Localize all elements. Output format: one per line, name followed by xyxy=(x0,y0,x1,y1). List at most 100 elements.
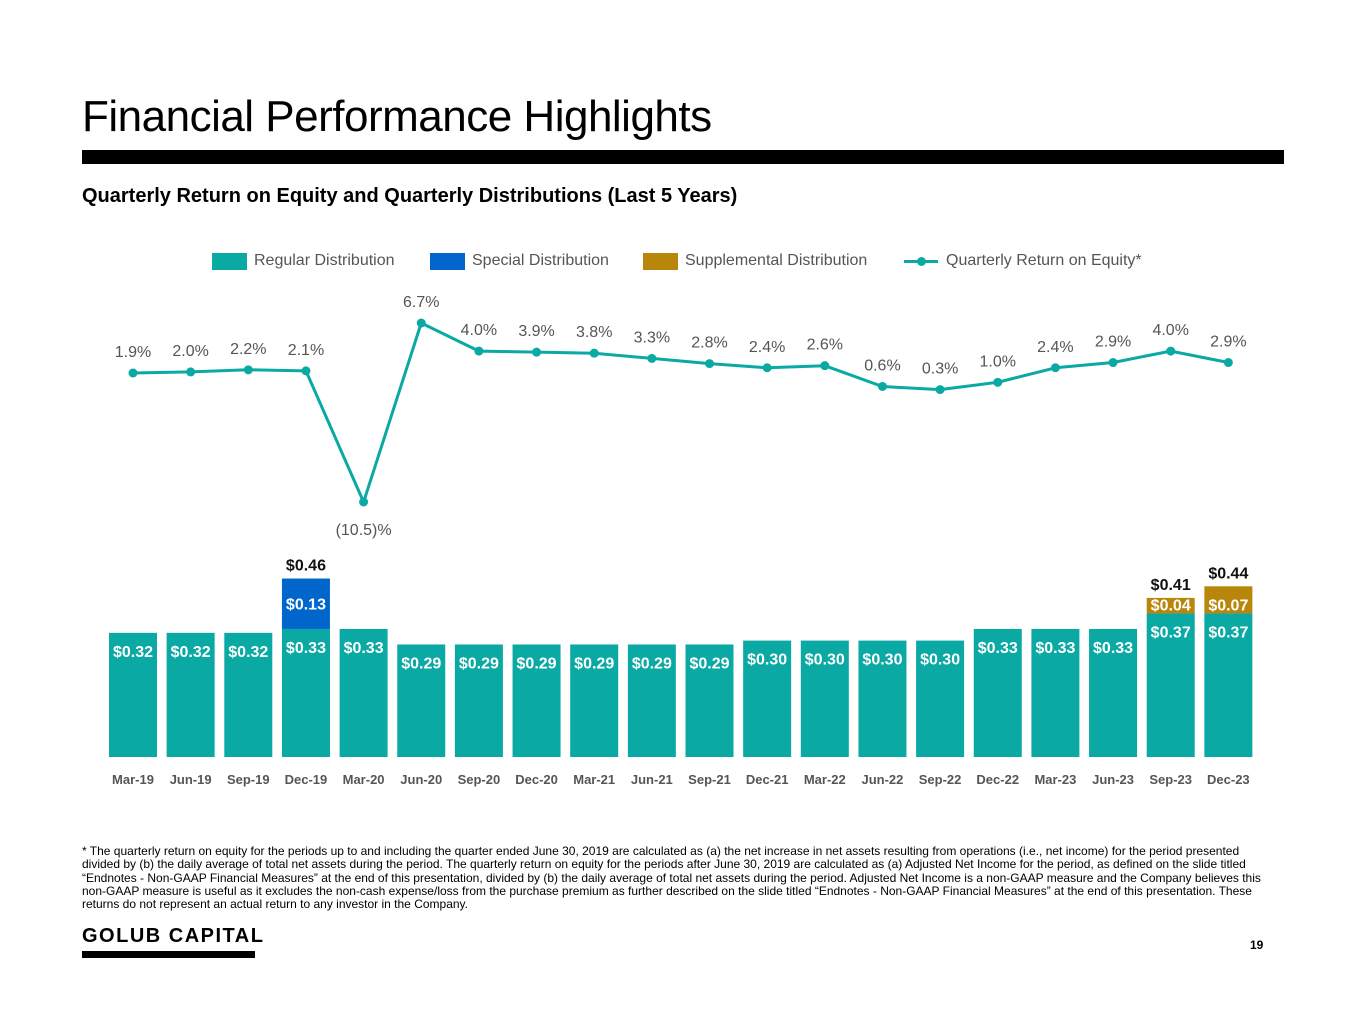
bar-regular-Jun-22 xyxy=(858,640,907,757)
roe-label-Mar-21: 3.8% xyxy=(576,324,612,341)
x-tick-Mar-21: Mar-21 xyxy=(573,772,615,787)
roe-point-Sep-23 xyxy=(1166,346,1176,356)
legend-item-regular: Regular Distribution xyxy=(212,250,395,272)
roe-point-Dec-22 xyxy=(993,377,1003,387)
bar-special-Dec-19 xyxy=(281,578,330,629)
bar-label-regular-Jun-21: $0.29 xyxy=(632,655,672,672)
bar-label-regular-Sep-21: $0.29 xyxy=(689,655,729,672)
roe-point-Sep-22 xyxy=(935,385,945,395)
roe-label-Dec-19: 2.1% xyxy=(288,342,324,359)
bar-total-Dec-19: $0.46 xyxy=(286,558,326,575)
bar-label-regular-Mar-22: $0.30 xyxy=(805,652,845,669)
roe-point-Jun-22 xyxy=(877,381,887,391)
legend-item-supplemental: Supplemental Distribution xyxy=(643,250,867,272)
bar-label-regular-Sep-22: $0.30 xyxy=(920,652,960,669)
roe-label-Jun-19: 2.0% xyxy=(172,343,208,360)
bar-supplemental-Sep-23 xyxy=(1146,597,1195,614)
bar-regular-Jun-23 xyxy=(1089,628,1138,757)
x-tick-Sep-23: Sep-23 xyxy=(1149,772,1192,787)
bar-regular-Dec-19 xyxy=(281,628,330,757)
bar-regular-Dec-23 xyxy=(1204,613,1253,757)
footnote: * The quarterly return on equity for the… xyxy=(82,844,1261,912)
roe-point-Jun-21 xyxy=(647,353,657,363)
bar-label-supplemental-Dec-23: $0.07 xyxy=(1208,597,1248,614)
bar-label-regular-Dec-20: $0.29 xyxy=(517,655,557,672)
roe-point-Mar-20 xyxy=(359,497,369,507)
roe-point-Dec-21 xyxy=(762,363,772,373)
bar-label-regular-Mar-19: $0.32 xyxy=(113,644,153,661)
roe-point-Dec-19 xyxy=(301,366,311,376)
roe-label-Dec-20: 3.9% xyxy=(518,323,554,340)
roe-label-Mar-22: 2.6% xyxy=(807,337,843,354)
bar-label-regular-Jun-22: $0.30 xyxy=(862,652,902,669)
roe-label-Sep-23: 4.0% xyxy=(1152,322,1188,339)
roe-label-Sep-19: 2.2% xyxy=(230,341,266,358)
bar-regular-Mar-20 xyxy=(339,628,388,757)
bar-label-regular-Jun-20: $0.29 xyxy=(401,655,441,672)
roe-point-Sep-20 xyxy=(474,346,484,356)
x-tick-Dec-22: Dec-22 xyxy=(976,772,1019,787)
brand-logo: GOLUB CAPITAL xyxy=(82,925,265,947)
x-tick-Jun-20: Jun-20 xyxy=(400,772,442,787)
roe-label-Sep-20: 4.0% xyxy=(461,322,497,339)
bar-regular-Sep-19 xyxy=(224,632,273,757)
roe-label-Sep-22: 0.3% xyxy=(922,361,958,378)
bar-supplemental-Dec-23 xyxy=(1204,586,1253,614)
bar-label-regular-Sep-19: $0.32 xyxy=(228,644,268,661)
roe-point-Mar-19 xyxy=(128,368,138,378)
bar-regular-Jun-21 xyxy=(627,644,676,757)
bar-label-supplemental-Sep-23: $0.04 xyxy=(1151,597,1191,614)
roe-point-Sep-19 xyxy=(243,365,253,375)
roe-point-Mar-22 xyxy=(820,361,830,371)
roe-label-Mar-23: 2.4% xyxy=(1037,339,1073,356)
bar-regular-Mar-21 xyxy=(570,644,619,757)
bar-regular-Dec-22 xyxy=(973,628,1022,757)
roe-label-Mar-19: 1.9% xyxy=(115,344,151,361)
roe-point-Jun-23 xyxy=(1108,358,1118,368)
page-title: Financial Performance Highlights xyxy=(82,92,712,141)
bar-regular-Sep-21 xyxy=(685,644,734,757)
x-tick-Sep-19: Sep-19 xyxy=(227,772,270,787)
chart-legend: Regular Distribution Special Distributio… xyxy=(0,250,1365,274)
bar-label-regular-Sep-20: $0.29 xyxy=(459,655,499,672)
bar-label-special-Dec-19: $0.13 xyxy=(286,597,326,614)
roe-point-Sep-21 xyxy=(705,359,714,369)
x-tick-Mar-19: Mar-19 xyxy=(112,772,154,787)
x-tick-Mar-22: Mar-22 xyxy=(804,772,846,787)
roe-label-Dec-23: 2.9% xyxy=(1210,334,1246,351)
bar-label-regular-Jun-19: $0.32 xyxy=(171,644,211,661)
roe-point-Jun-20 xyxy=(416,318,426,328)
bar-total-Dec-23: $0.44 xyxy=(1208,565,1248,582)
bar-total-Sep-23: $0.41 xyxy=(1151,577,1191,594)
bar-label-regular-Dec-21: $0.30 xyxy=(747,652,787,669)
legend-swatch-special xyxy=(430,252,465,270)
x-tick-Dec-19: Dec-19 xyxy=(285,772,328,787)
legend-line-roe xyxy=(904,253,938,270)
brand-rule xyxy=(82,951,255,958)
x-tick-Mar-20: Mar-20 xyxy=(343,772,385,787)
bar-regular-Sep-23 xyxy=(1146,613,1195,757)
roe-point-Mar-21 xyxy=(589,348,599,358)
bar-regular-Mar-23 xyxy=(1031,628,1080,757)
bar-regular-Sep-22 xyxy=(916,640,965,757)
bar-regular-Dec-21 xyxy=(743,640,792,757)
roe-line xyxy=(132,321,1229,504)
chart-subtitle: Quarterly Return on Equity and Quarterly… xyxy=(82,185,738,207)
roe-point-Jun-19 xyxy=(186,367,196,377)
roe-label-Mar-20: (10.5)% xyxy=(336,522,392,539)
bar-label-regular-Dec-22: $0.33 xyxy=(978,640,1018,657)
bar-label-regular-Jun-23: $0.33 xyxy=(1093,640,1133,657)
legend-swatch-regular xyxy=(212,252,247,270)
bar-label-regular-Mar-21: $0.29 xyxy=(574,655,614,672)
x-tick-Jun-22: Jun-22 xyxy=(861,772,903,787)
bar-label-regular-Mar-23: $0.33 xyxy=(1035,640,1075,657)
roe-label-Jun-21: 3.3% xyxy=(634,329,670,346)
legend-label-roe: Quarterly Return on Equity* xyxy=(946,252,1142,269)
roe-label-Jun-23: 2.9% xyxy=(1095,334,1131,351)
legend-swatch-supplemental xyxy=(643,252,678,270)
roe-label-Jun-22: 0.6% xyxy=(864,357,900,374)
roe-label-Dec-21: 2.4% xyxy=(749,339,785,356)
x-tick-Dec-21: Dec-21 xyxy=(746,772,789,787)
roe-label-Sep-21: 2.8% xyxy=(691,335,727,352)
legend-label-regular: Regular Distribution xyxy=(254,252,395,269)
